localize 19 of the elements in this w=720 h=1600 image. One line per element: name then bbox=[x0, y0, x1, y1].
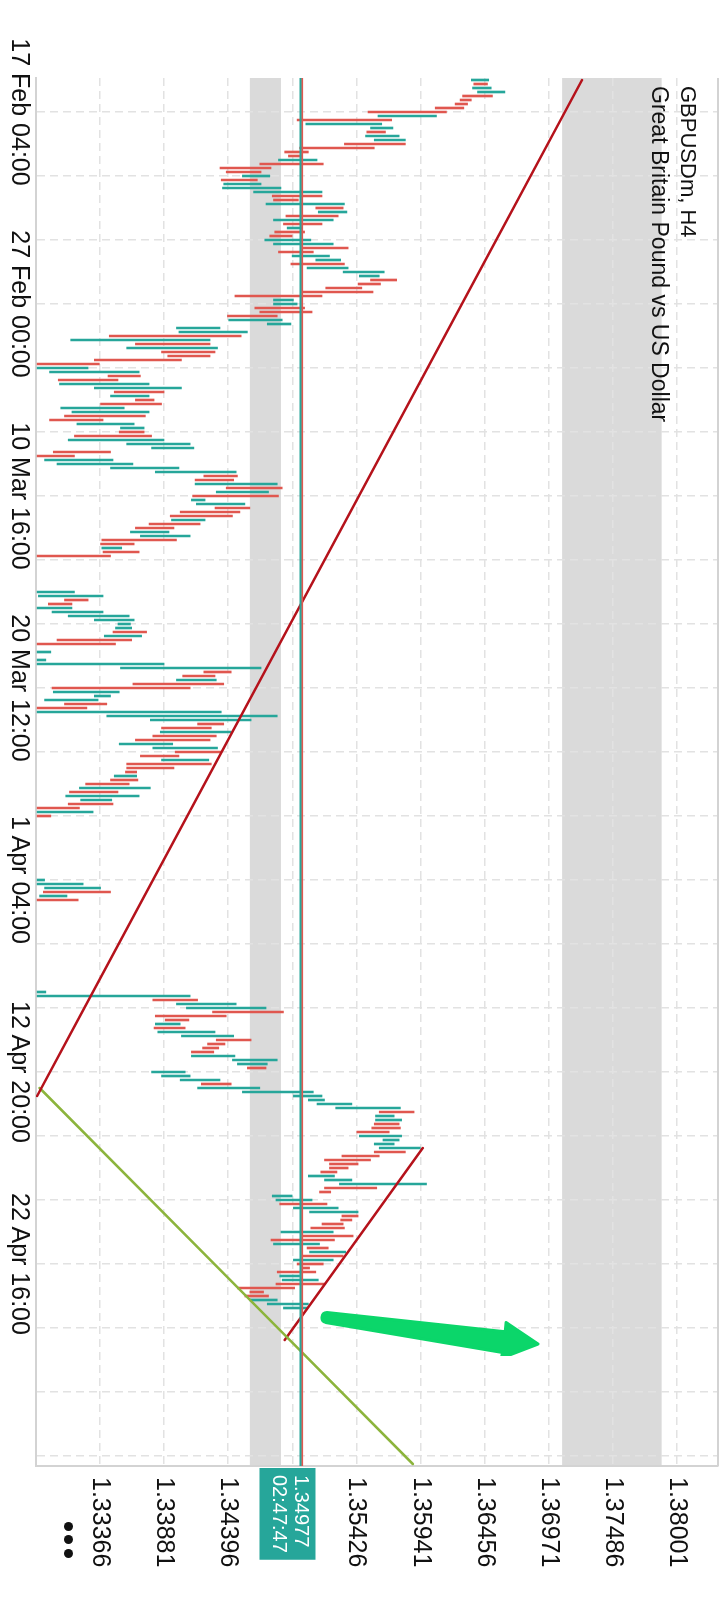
x-tick-label: 1.36456 bbox=[472, 1477, 501, 1568]
x-tick-label: 1.34396 bbox=[216, 1477, 245, 1568]
ref-line-label: 1.34977 02:47:47 bbox=[268, 1475, 313, 1553]
x-tick-label: 1.33366 bbox=[88, 1477, 117, 1568]
y-tick-label: 27 Feb 00:00 bbox=[6, 230, 35, 378]
x-tick-label: 1.37486 bbox=[600, 1477, 629, 1568]
y-tick-label: 17 Feb 04:00 bbox=[6, 38, 35, 186]
x-tick-label: 1.35426 bbox=[344, 1477, 373, 1568]
y-tick-label: 20 Mar 12:00 bbox=[6, 614, 35, 762]
x-tick-label: 1.33881 bbox=[152, 1477, 181, 1568]
x-tick-label: 1.35941 bbox=[408, 1477, 437, 1568]
y-tick-label: 12 Apr 20:00 bbox=[6, 1001, 35, 1143]
y-tick-label: 1 Apr 04:00 bbox=[6, 816, 35, 944]
y-tick-label: 22 Apr 16:00 bbox=[6, 1193, 35, 1335]
x-tick-label: 1.38001 bbox=[664, 1477, 693, 1568]
y-tick-label: 10 Mar 16:00 bbox=[6, 422, 35, 570]
text: Great Britain Pound vs US Dollar bbox=[647, 86, 674, 423]
text: GBPUSDm, H4 bbox=[675, 86, 701, 238]
x-tick-label: 1.36971 bbox=[536, 1477, 565, 1568]
